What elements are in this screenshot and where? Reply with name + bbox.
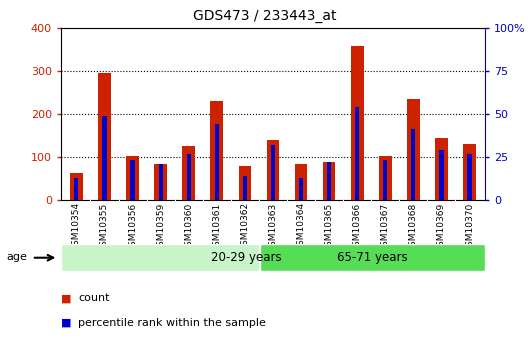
Text: GSM10361: GSM10361: [213, 202, 222, 252]
Text: 65-71 years: 65-71 years: [337, 251, 408, 264]
Bar: [267, 140, 279, 200]
Text: ■: ■: [61, 318, 72, 327]
Bar: [102, 116, 107, 200]
Bar: [70, 173, 83, 200]
Bar: [295, 164, 307, 200]
Text: GSM10360: GSM10360: [184, 202, 193, 252]
Bar: [327, 162, 331, 200]
Text: GSM10370: GSM10370: [465, 202, 474, 252]
Text: GSM10364: GSM10364: [296, 202, 305, 252]
Text: 20-29 years: 20-29 years: [211, 251, 281, 264]
Text: age: age: [6, 252, 27, 262]
Bar: [323, 162, 335, 200]
Bar: [435, 138, 448, 200]
Text: ■: ■: [61, 294, 72, 303]
Text: GSM10354: GSM10354: [72, 202, 81, 252]
Bar: [61, 244, 259, 271]
Text: GSM10356: GSM10356: [128, 202, 137, 252]
Bar: [243, 176, 247, 200]
Bar: [299, 178, 303, 200]
Bar: [467, 154, 472, 200]
Bar: [271, 145, 275, 200]
Bar: [463, 144, 476, 200]
Text: GSM10369: GSM10369: [437, 202, 446, 252]
Text: GDS473 / 233443_at: GDS473 / 233443_at: [193, 9, 337, 23]
Bar: [383, 160, 387, 200]
Text: count: count: [78, 294, 110, 303]
Bar: [355, 107, 359, 200]
Bar: [379, 156, 392, 200]
Bar: [158, 164, 163, 200]
Text: GSM10359: GSM10359: [156, 202, 165, 252]
Text: percentile rank within the sample: percentile rank within the sample: [78, 318, 266, 327]
Bar: [407, 99, 420, 200]
Bar: [439, 150, 444, 200]
Bar: [182, 146, 195, 200]
Bar: [187, 154, 191, 200]
Bar: [210, 101, 223, 200]
Text: GSM10368: GSM10368: [409, 202, 418, 252]
Bar: [130, 160, 135, 200]
Bar: [215, 124, 219, 200]
Text: GSM10367: GSM10367: [381, 202, 390, 252]
Bar: [351, 46, 364, 200]
Bar: [238, 166, 251, 200]
Bar: [154, 164, 167, 200]
Bar: [411, 129, 416, 200]
Text: GSM10362: GSM10362: [241, 202, 250, 252]
Text: GSM10363: GSM10363: [269, 202, 277, 252]
Bar: [98, 73, 111, 200]
Bar: [74, 178, 78, 200]
Text: GSM10366: GSM10366: [352, 202, 361, 252]
Bar: [126, 156, 139, 200]
Text: GSM10355: GSM10355: [100, 202, 109, 252]
Text: GSM10365: GSM10365: [324, 202, 333, 252]
Bar: [260, 244, 485, 271]
